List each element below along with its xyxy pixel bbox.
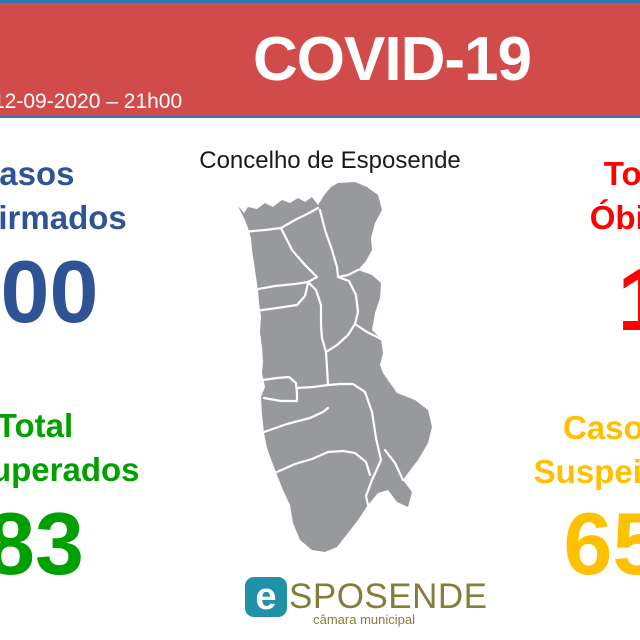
esposende-municipality-map [238,182,432,552]
stat-suspected-cases: Casos Suspeitos 65 [534,406,640,593]
stat-suspected-label-line2: Suspeitos [533,453,640,490]
header-band: COVID-19 12-09-2020 – 21h00 [0,3,640,118]
logo-wordmark: SPOSENDE [289,577,488,616]
stat-deaths-value: 1 [618,256,640,344]
stat-confirmed-cases: Casos Confirmados 100 [0,152,145,336]
stat-suspected-label-line1: Casos [562,409,640,446]
logo-e-icon: e [245,577,287,617]
stat-recovered-label-line1: Total [0,407,74,444]
top-accent-line [0,0,640,3]
report-datetime: 12-09-2020 – 21h00 [0,90,183,113]
stat-recovered-value: 83 [0,494,84,593]
stat-deaths-label-line2: Óbitos [589,199,640,236]
map-parish-borders [240,206,405,507]
stat-confirmed-label-line1: Casos [0,155,75,192]
stat-confirmed-value: 100 [0,242,99,341]
page-title: COVID-19 [253,25,532,94]
stat-recovered-label-line2: Recuperados [0,451,140,488]
stat-recovered-total: Total Recuperados 83 [0,404,165,588]
logo-subtitle: câmara municipal [313,612,415,627]
map-outline [238,182,432,552]
map-title: Concelho de Esposende [199,147,461,174]
stat-deaths-label-line1: Total [603,155,640,192]
stat-deaths-total: Total Óbitos 1 [572,152,640,344]
stat-suspected-value: 65 [563,494,640,593]
esposende-municipal-logo: e SPOSENDE câmara municipal [245,575,487,627]
stat-confirmed-label-line2: Confirmados [0,199,127,236]
